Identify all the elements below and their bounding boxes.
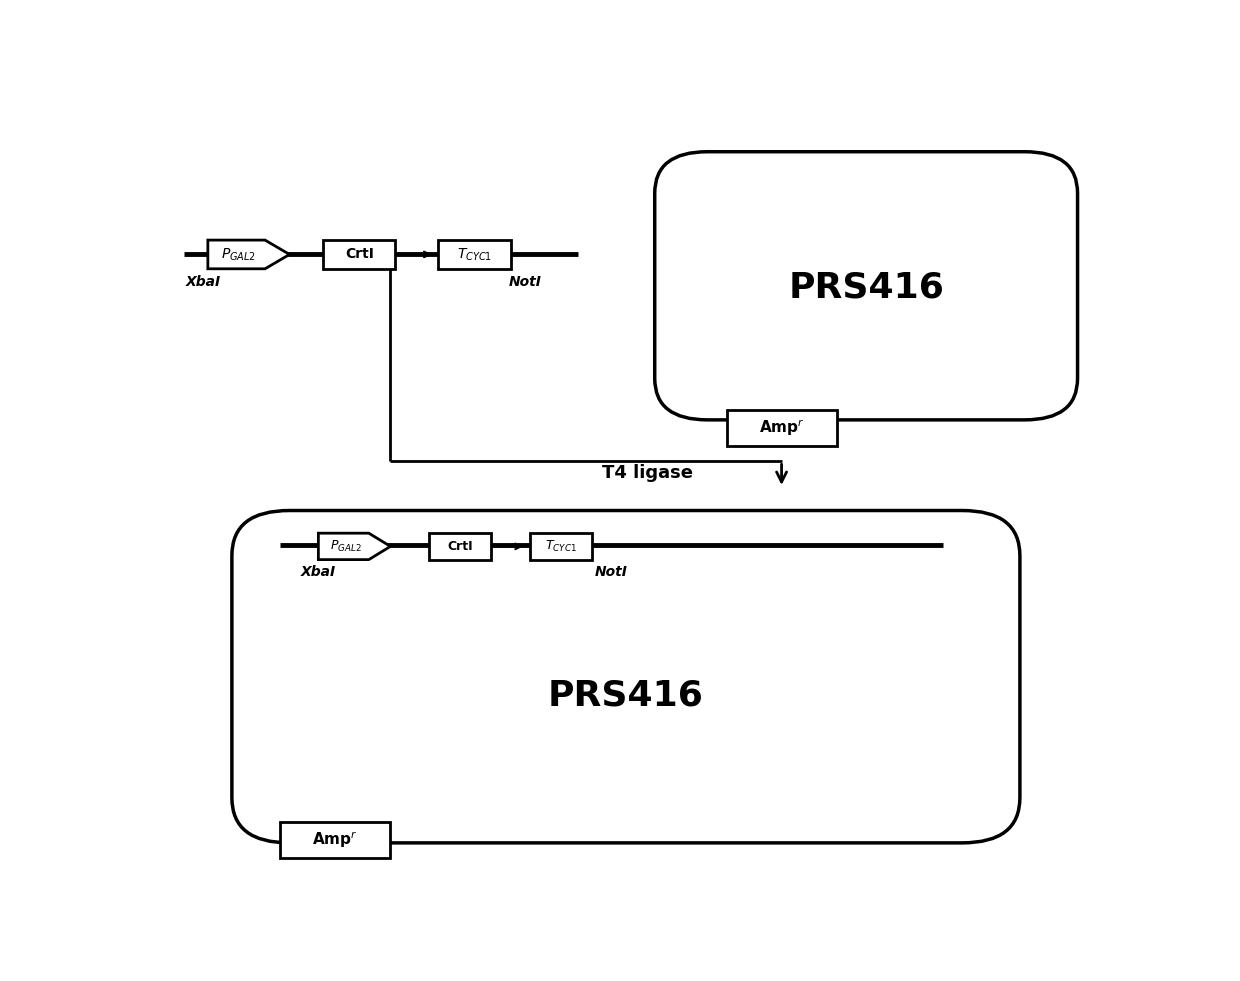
FancyBboxPatch shape <box>655 152 1078 420</box>
Text: $\mathit{P}_{GAL2}$: $\mathit{P}_{GAL2}$ <box>330 539 362 554</box>
Polygon shape <box>319 534 391 559</box>
FancyBboxPatch shape <box>429 534 491 559</box>
Text: CrtI: CrtI <box>345 247 373 262</box>
Text: T4 ligase: T4 ligase <box>601 464 693 482</box>
Text: PRS416: PRS416 <box>548 679 704 712</box>
Polygon shape <box>208 240 290 269</box>
Text: $\mathit{T}_{CYC1}$: $\mathit{T}_{CYC1}$ <box>456 246 492 263</box>
Text: NotI: NotI <box>595 565 627 579</box>
Text: XbaI: XbaI <box>186 275 221 288</box>
FancyBboxPatch shape <box>529 534 593 559</box>
Text: Amp$^r$: Amp$^r$ <box>759 418 805 439</box>
Text: XbaI: XbaI <box>301 565 336 579</box>
FancyBboxPatch shape <box>232 510 1019 843</box>
FancyBboxPatch shape <box>439 240 511 269</box>
FancyBboxPatch shape <box>280 822 391 858</box>
Text: $\mathit{T}_{CYC1}$: $\mathit{T}_{CYC1}$ <box>546 539 577 554</box>
FancyBboxPatch shape <box>727 410 837 446</box>
FancyBboxPatch shape <box>324 240 396 269</box>
Text: PRS416: PRS416 <box>789 271 944 305</box>
Text: CrtI: CrtI <box>448 540 472 553</box>
Text: NotI: NotI <box>508 275 542 288</box>
Text: $\mathit{P}_{GAL2}$: $\mathit{P}_{GAL2}$ <box>221 246 257 263</box>
Text: Amp$^r$: Amp$^r$ <box>312 830 358 850</box>
